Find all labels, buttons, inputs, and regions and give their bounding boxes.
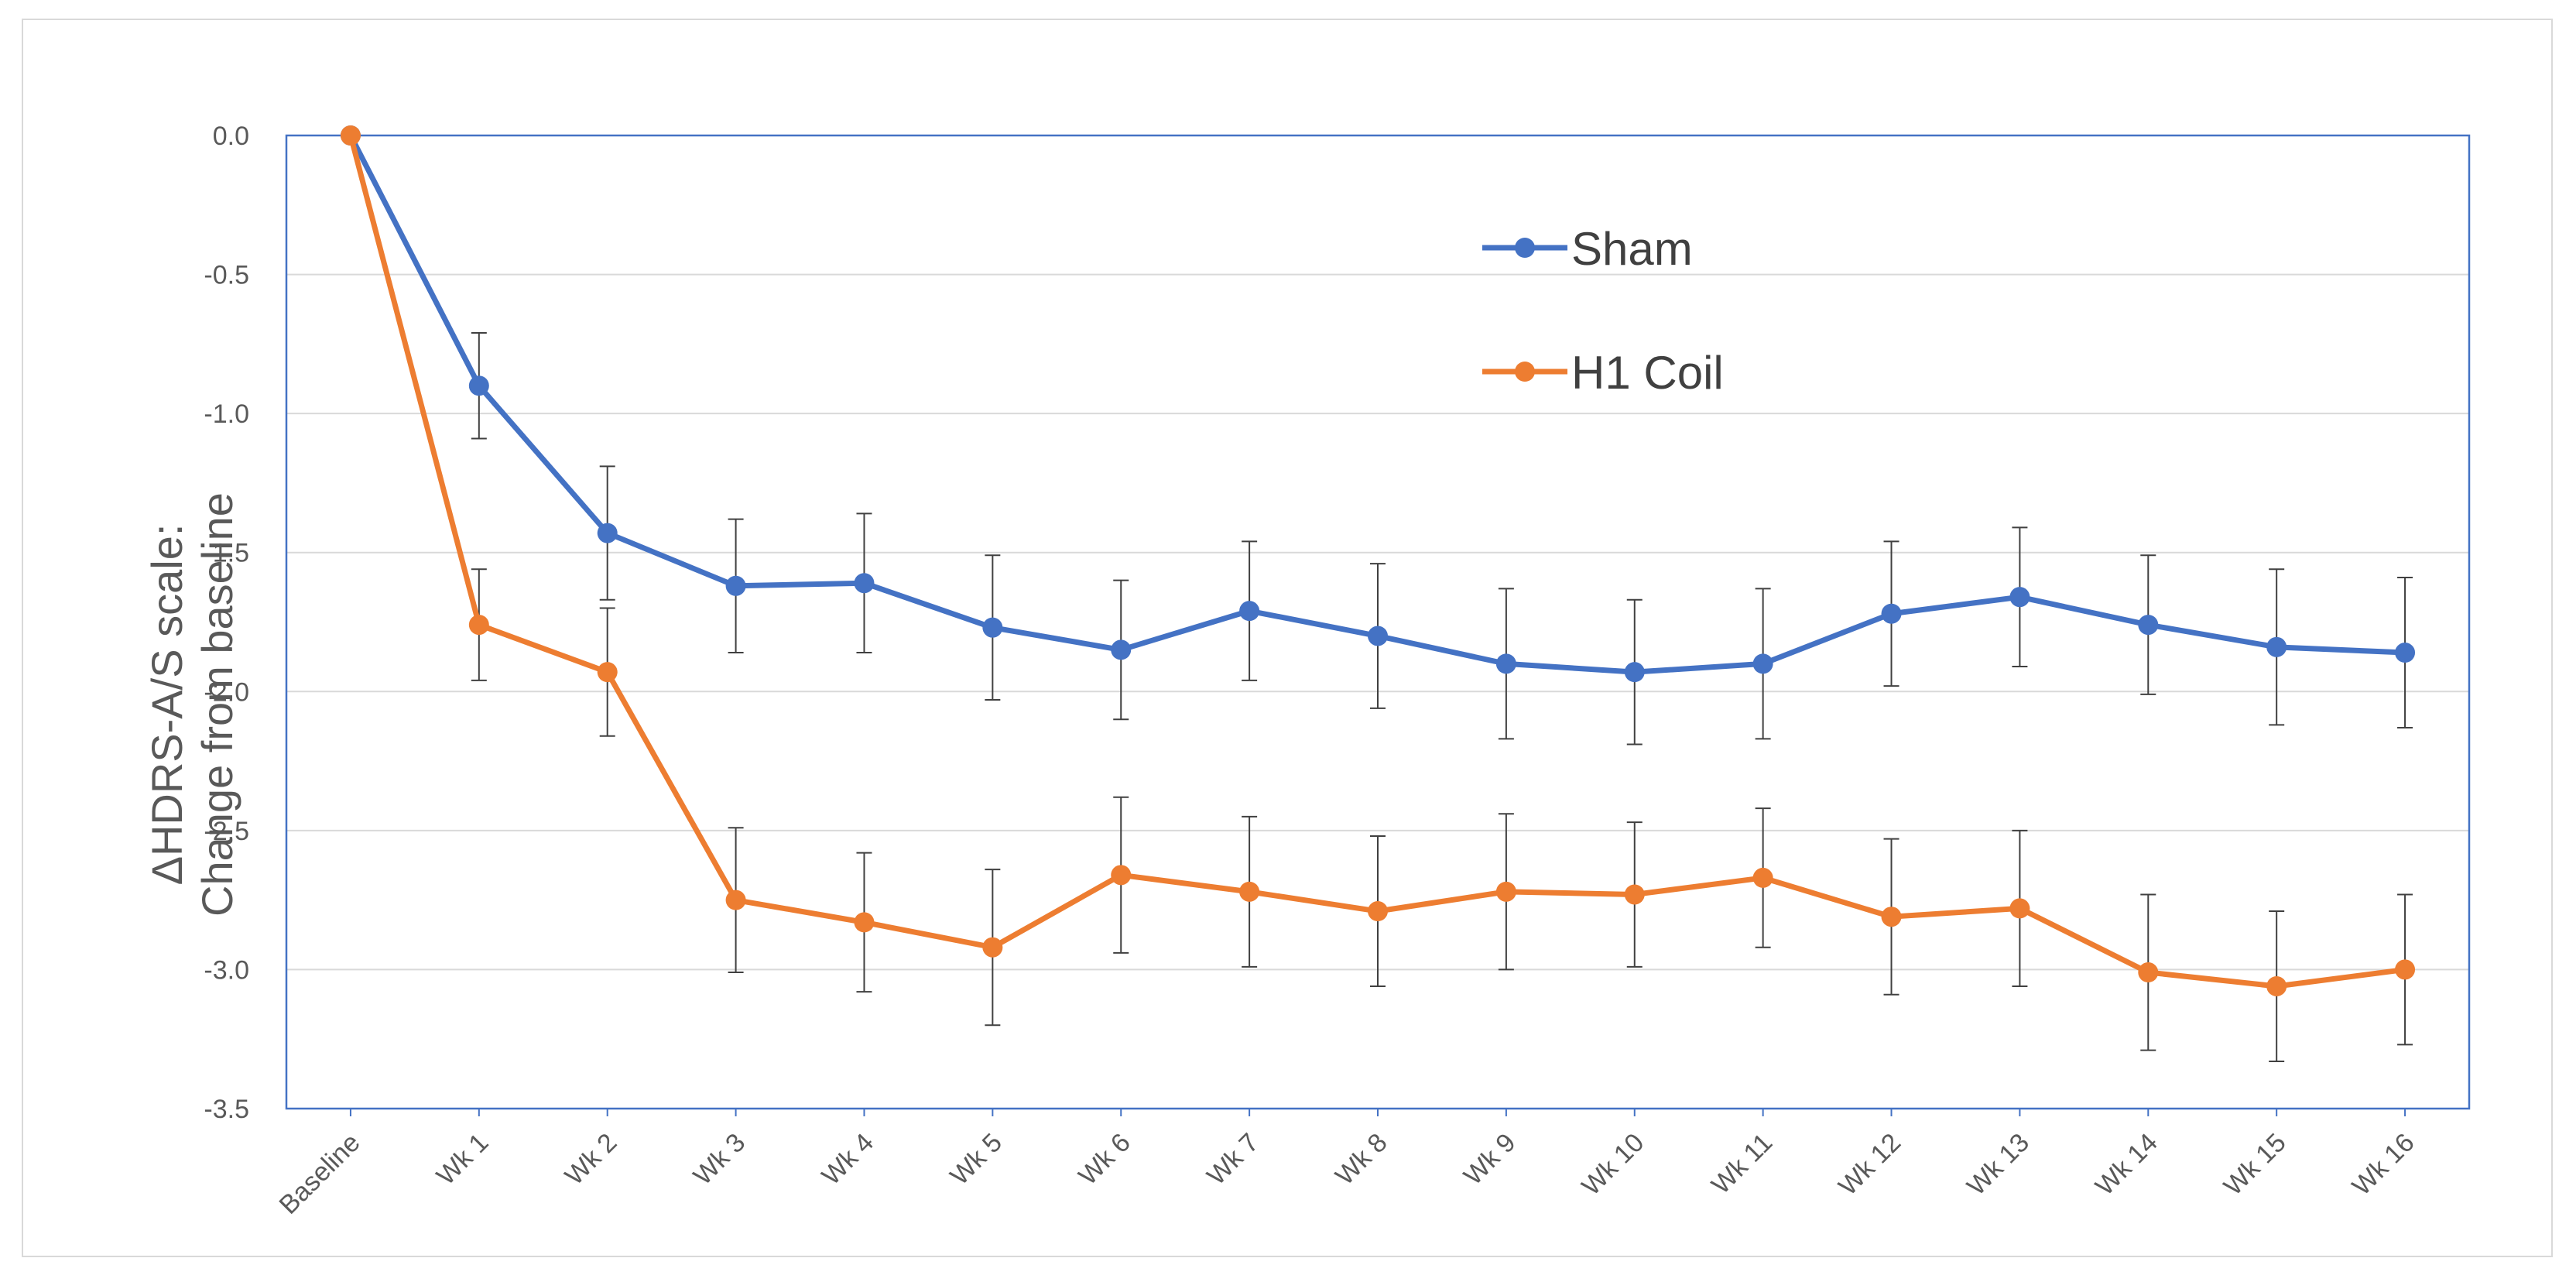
x-tick-label: Wk 1 [431,1128,495,1191]
x-tick-label: Wk 5 [944,1128,1008,1191]
x-tick-label: Wk 4 [816,1128,879,1191]
y-tick-label: -2.5 [204,817,249,846]
data-point[interactable] [2266,975,2287,996]
series-layer [340,125,2416,1062]
data-point[interactable] [1495,653,1516,674]
data-point[interactable] [725,890,746,910]
y-tick-label: -1.0 [204,399,249,429]
data-point[interactable] [1881,907,1902,927]
data-point[interactable] [1624,662,1645,683]
chart-frame [22,19,2553,1257]
data-point[interactable] [982,617,1003,638]
data-point[interactable] [1752,653,1773,674]
y-axis: 0.0 -0.5 -1.0 -1.5 -2.0 -2.5 -3.0 -3.5 [204,122,249,1124]
y-tick-label: -3.5 [204,1095,249,1124]
x-tick-label: Wk 3 [688,1128,752,1191]
x-tick-label: Wk 15 [2218,1128,2292,1201]
data-point[interactable] [2266,636,2287,657]
data-point[interactable] [2009,898,2030,919]
x-tick-label: Wk 11 [1706,1128,1778,1200]
x-tick-label: Wk 14 [2090,1128,2163,1201]
data-point[interactable] [2138,615,2159,636]
legend-label-sham: Sham [1571,223,1693,275]
data-point[interactable] [854,912,875,933]
legend-marker-sham [1515,238,1535,258]
data-point[interactable] [1239,881,1260,902]
legend-item-sham[interactable]: Sham [1482,223,1693,275]
x-tick-label: Wk 12 [1833,1128,1906,1201]
data-point[interactable] [2395,643,2416,663]
legend-item-h1-coil[interactable]: H1 Coil [1482,347,1724,399]
y-tick-label: 0.0 [213,122,249,151]
data-point[interactable] [1624,884,1645,905]
legend-marker-h1-coil [1515,362,1535,382]
x-tick-label: Wk 13 [1961,1128,2035,1201]
y-tick-label: -1.5 [204,539,249,568]
data-point[interactable] [1239,601,1260,622]
data-point[interactable] [340,125,361,146]
data-point[interactable] [1368,626,1388,646]
x-tick-label: Wk 8 [1330,1128,1393,1191]
data-point[interactable] [1111,865,1132,886]
data-point[interactable] [854,573,875,594]
x-tick-label: Wk 9 [1458,1128,1522,1191]
x-tick-label: Wk 7 [1201,1128,1265,1191]
x-tick-label: Wk 6 [1073,1128,1136,1191]
y-tick-label: -2.0 [204,677,249,707]
x-tick-label: Baseline [274,1128,366,1220]
data-point[interactable] [982,937,1003,958]
data-point[interactable] [2009,587,2030,608]
y-axis-label-line-2: Change from baseline [193,492,242,917]
data-point[interactable] [2395,959,2416,980]
x-tick-label: Wk 10 [1576,1128,1649,1201]
data-point[interactable] [1752,867,1773,888]
data-point[interactable] [597,523,618,543]
data-point[interactable] [597,662,618,683]
y-tick-label: -0.5 [204,261,249,290]
legend-label-h1-coil: H1 Coil [1571,347,1724,399]
data-point[interactable] [2138,962,2159,983]
data-point[interactable] [1368,901,1388,922]
data-point[interactable] [1495,881,1516,902]
legend: Sham H1 Coil [1482,223,1724,399]
y-tick-label: -3.0 [204,955,249,985]
data-point[interactable] [468,615,489,636]
series-h1-coil [340,125,2416,1062]
series-sham [340,125,2416,746]
data-point[interactable] [468,375,489,396]
x-axis: Baseline Wk 1 Wk 2 Wk 3 Wk 4 Wk 5 Wk 6 Wk 7 Wk 8… [274,1109,2420,1220]
data-point[interactable] [1111,639,1132,660]
data-point[interactable] [725,575,746,596]
x-tick-label: Wk 2 [560,1128,623,1191]
data-point[interactable] [1881,603,1902,624]
x-tick-label: Wk 16 [2347,1128,2420,1201]
y-axis-label-line-1: ΔHDRS-A/S scale: [142,524,191,886]
